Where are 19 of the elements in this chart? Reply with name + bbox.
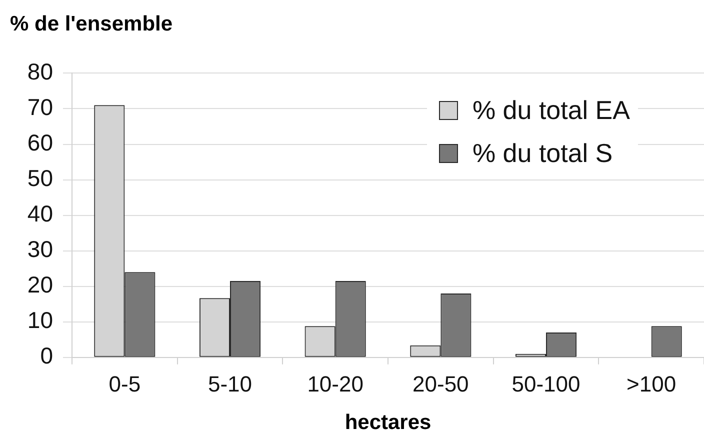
y-tick-label: 10 [27,307,53,334]
y-tick-label: 20 [27,272,53,298]
legend-label: % du total EA [472,95,630,126]
y-axis-title: % de l'ensemble [10,12,173,36]
y-tick-label: 60 [27,130,53,156]
x-tick-label: 10-20 [307,372,364,397]
x-axis-title: hectares [344,411,432,434]
legend-label: % du total S [472,138,613,170]
x-tick-label: 50-100 [512,372,580,397]
y-tick-label: 50 [27,165,53,192]
x-tick-label: 20-50 [412,372,469,397]
y-tick-label: 70 [27,94,53,120]
x-tick-label: 0-5 [108,372,141,397]
x-tick-label: >100 [626,372,676,397]
x-tick-label: 5-10 [208,372,252,397]
y-tick-label: 0 [40,342,53,369]
y-tick-label: 40 [27,200,53,227]
y-tick-label: 80 [27,58,53,85]
y-tick-label: 30 [27,236,53,262]
